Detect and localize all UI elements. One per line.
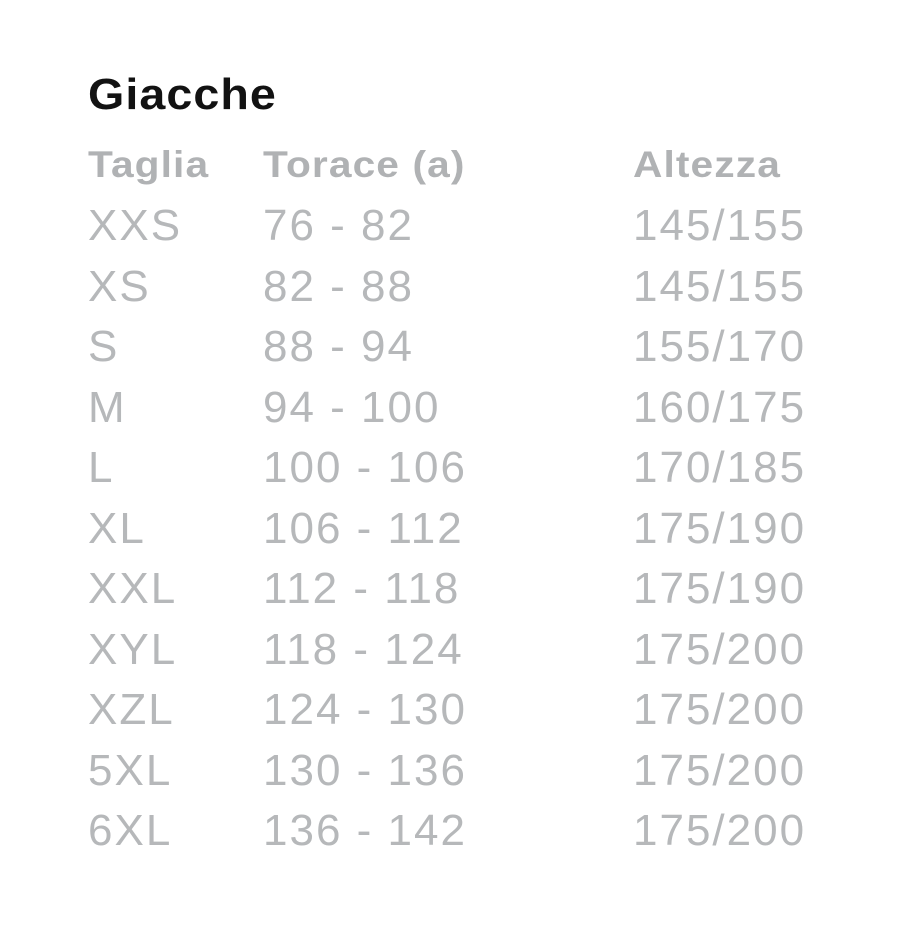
table-row: S 88 - 94 155/170 [88, 317, 848, 378]
height-cell: 175/200 [633, 624, 807, 674]
height-cell: 145/155 [633, 261, 807, 311]
chest-cell: 82 - 88 [263, 261, 414, 311]
chest-cell: 112 - 118 [263, 564, 461, 614]
height-cell: 175/190 [633, 503, 807, 553]
size-table: Taglia Torace (a) Altezza XXS 76 - 82 14… [88, 134, 848, 862]
size-cell: L [88, 443, 115, 493]
chest-cell: 124 - 130 [263, 685, 467, 735]
table-row: XXS 76 - 82 145/155 [88, 196, 848, 257]
table-row: L 100 - 106 170/185 [88, 438, 848, 499]
height-cell: 175/200 [633, 745, 807, 795]
size-cell: XXL [88, 564, 178, 614]
column-header-taglia: Taglia [88, 144, 210, 185]
height-cell: 155/170 [633, 322, 807, 372]
size-cell: M [88, 382, 127, 432]
table-row: XZL 124 - 130 175/200 [88, 680, 848, 741]
table-row: XL 106 - 112 175/190 [88, 499, 848, 560]
table-row: 5XL 130 - 136 175/200 [88, 741, 848, 802]
height-cell: 175/200 [633, 685, 807, 735]
size-cell: XS [88, 261, 151, 311]
chest-cell: 130 - 136 [263, 745, 467, 795]
size-chart-title: Giacche [88, 70, 277, 119]
chest-cell: 88 - 94 [263, 322, 414, 372]
table-row: M 94 - 100 160/175 [88, 378, 848, 439]
size-cell: 5XL [88, 745, 173, 795]
chest-cell: 106 - 112 [263, 503, 464, 553]
size-cell: 6XL [88, 806, 173, 856]
height-cell: 175/190 [633, 564, 807, 614]
height-cell: 160/175 [633, 382, 807, 432]
size-cell: XZL [88, 685, 175, 735]
chest-cell: 136 - 142 [263, 806, 467, 856]
column-header-torace: Torace (a) [263, 144, 466, 185]
size-cell: XXS [88, 201, 183, 251]
column-header-altezza: Altezza [633, 144, 781, 185]
size-cell: XL [88, 503, 146, 553]
table-row: XXL 112 - 118 175/190 [88, 559, 848, 620]
chest-cell: 94 - 100 [263, 382, 441, 432]
size-cell: S [88, 322, 120, 372]
chest-cell: 118 - 124 [263, 624, 464, 674]
height-cell: 170/185 [633, 443, 807, 493]
chest-cell: 100 - 106 [263, 443, 467, 493]
height-cell: 145/155 [633, 201, 807, 251]
size-cell: XYL [88, 624, 178, 674]
table-row: 6XL 136 - 142 175/200 [88, 801, 848, 862]
table-row: XS 82 - 88 145/155 [88, 257, 848, 318]
table-body: XXS 76 - 82 145/155 XS 82 - 88 145/155 S… [88, 196, 848, 862]
table-header-row: Taglia Torace (a) Altezza [88, 134, 848, 196]
table-row: XYL 118 - 124 175/200 [88, 620, 848, 681]
chest-cell: 76 - 82 [263, 201, 414, 251]
height-cell: 175/200 [633, 806, 807, 856]
